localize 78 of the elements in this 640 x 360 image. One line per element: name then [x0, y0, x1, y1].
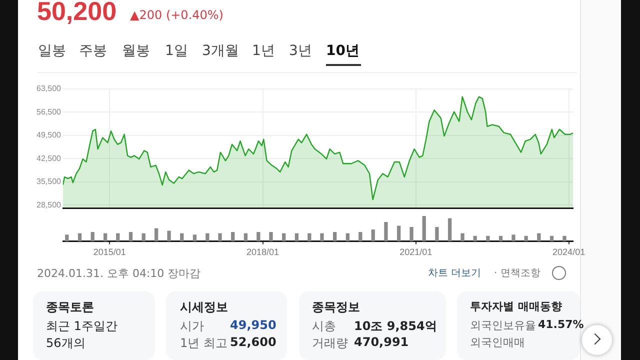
text: 2024.01.31. 오후 04:10 장마감	[37, 266, 201, 281]
bar	[116, 233, 120, 242]
bar	[206, 233, 210, 242]
text: · 면책조항	[494, 267, 540, 280]
bar	[371, 230, 375, 242]
bar	[422, 216, 426, 242]
bar	[435, 227, 439, 242]
bar	[282, 233, 286, 242]
text: 외국인매매	[470, 335, 525, 350]
text: 시총	[312, 318, 336, 335]
chart-subtitle: ▲200 (+0.40%)	[130, 8, 224, 22]
bar	[320, 233, 324, 242]
bar	[524, 236, 528, 242]
bar	[269, 232, 273, 242]
text: 3년	[289, 42, 312, 60]
text: 10년	[326, 42, 360, 60]
chart-title: 50,200	[37, 0, 117, 27]
x-tick-label: 2024/01	[552, 247, 586, 258]
x-tick-label: 2018/01	[246, 247, 280, 258]
text: 시가	[180, 318, 204, 335]
y-tick-label: 42,500	[36, 154, 62, 163]
bar	[192, 234, 197, 242]
bar	[142, 233, 146, 242]
text: 거래량	[312, 335, 348, 352]
bar	[180, 233, 184, 242]
y-tick-label: 63,500	[36, 84, 62, 94]
text: 일봉	[38, 42, 66, 60]
bar	[473, 236, 477, 242]
text: 월봉	[122, 42, 150, 60]
bar	[448, 218, 452, 242]
bar	[90, 232, 94, 242]
bar	[384, 222, 388, 242]
bar	[537, 233, 541, 242]
x-tick-label: 2021/01	[400, 247, 432, 258]
bar	[65, 234, 69, 242]
text: 56개의	[46, 335, 86, 352]
text: 1일	[165, 42, 188, 60]
bar	[346, 233, 350, 242]
bar	[512, 234, 516, 242]
y-tick-label: 56,500	[36, 107, 62, 116]
text: 1년	[252, 42, 275, 60]
bar	[358, 232, 362, 242]
text: 49,950	[230, 318, 276, 332]
text: 10조 9,854억	[354, 318, 437, 335]
text: 최근 1주일간	[46, 318, 118, 335]
bar	[103, 233, 108, 242]
bar	[562, 236, 566, 242]
bar	[218, 233, 222, 242]
text: 주봉	[79, 42, 107, 60]
bar	[167, 230, 171, 242]
bar	[486, 236, 490, 242]
text: 41.57%	[538, 318, 584, 331]
text: 시세정보	[180, 299, 228, 316]
bar	[308, 233, 312, 242]
bar	[333, 232, 337, 242]
bar	[294, 233, 299, 242]
bar	[78, 233, 82, 242]
text: 종목토론	[46, 299, 94, 316]
bar	[231, 232, 235, 242]
text: 종목정보	[312, 299, 360, 316]
y-tick-label: 49,500	[36, 130, 62, 140]
y-tick-label: 28,500	[36, 200, 62, 210]
bar	[244, 233, 248, 242]
text: 투자자별 매매동향	[470, 299, 562, 314]
text: 52,600	[230, 335, 276, 349]
text: 외국인보유율	[470, 318, 536, 333]
text: 3개월	[202, 42, 239, 60]
x-tick-label: 2015/01	[93, 247, 126, 258]
y-tick-label: 35,500	[36, 177, 62, 186]
bar	[396, 226, 401, 242]
bar	[460, 233, 464, 242]
bar	[256, 232, 260, 242]
text: 차트 더보기	[428, 267, 482, 280]
text: 1년 최고	[180, 335, 228, 352]
bar	[154, 228, 158, 242]
bar	[410, 227, 414, 242]
text: 470,991	[354, 335, 409, 349]
bar	[128, 232, 133, 242]
